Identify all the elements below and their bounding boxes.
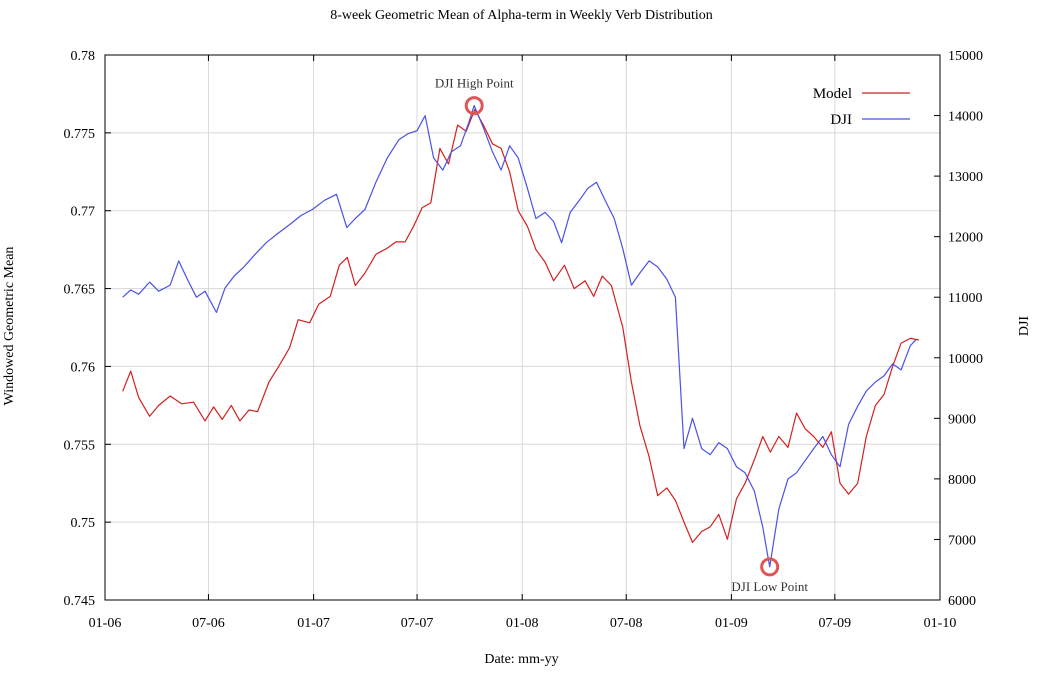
series-line-model [122, 108, 920, 543]
y-tick-label: 0.77 [71, 205, 96, 220]
y2-tick-label: 9000 [948, 412, 976, 427]
y2-tick-label: 13000 [948, 170, 983, 185]
y2-tick-label: 12000 [948, 231, 983, 246]
x-tick-label: 07-06 [192, 616, 225, 631]
legend-label-model: Model [813, 86, 852, 102]
y-tick-label: 0.745 [64, 594, 96, 609]
y-tick-label: 0.76 [71, 360, 96, 375]
y-tick-label: 0.775 [64, 127, 96, 142]
x-tick-label: 07-09 [819, 616, 852, 631]
legend-label-dji: DJI [830, 112, 852, 128]
y2-tick-label: 15000 [948, 49, 983, 64]
x-tick-label: 01-08 [506, 616, 539, 631]
annotation-label: DJI Low Point [731, 579, 808, 594]
y2-tick-label: 8000 [948, 473, 976, 488]
y-tick-label: 0.755 [64, 438, 96, 453]
y-tick-label: 0.765 [64, 283, 96, 298]
x-tick-label: 07-08 [610, 616, 643, 631]
x-tick-label: 01-10 [924, 616, 957, 631]
annotation-marker [760, 557, 780, 577]
y2-tick-label: 7000 [948, 533, 976, 548]
y-tick-label: 0.78 [71, 49, 96, 64]
annotation-label: DJI High Point [435, 76, 514, 91]
plot-frame [104, 54, 941, 601]
x-tick-label: 07-07 [401, 616, 434, 631]
x-tick-label: 01-09 [715, 616, 748, 631]
y2-tick-label: 11000 [948, 291, 982, 306]
y2-tick-label: 14000 [948, 110, 983, 125]
x-tick-label: 01-06 [89, 616, 122, 631]
chart-title: 8-week Geometric Mean of Alpha-term in W… [330, 8, 713, 23]
y-tick-label: 0.75 [71, 516, 96, 531]
series-line-dji [122, 105, 917, 568]
y2-tick-label: 6000 [948, 594, 976, 609]
x-tick-label: 01-07 [297, 616, 330, 631]
x-axis-label: Date: mm-yy [484, 652, 559, 667]
y2-tick-label: 10000 [948, 352, 983, 367]
annotation-marker [464, 96, 484, 116]
